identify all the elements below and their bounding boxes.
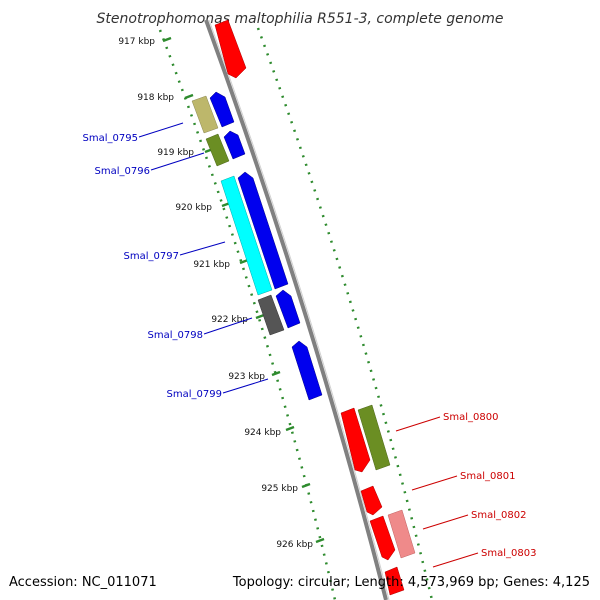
gene-arrow-red[interactable] <box>384 566 405 596</box>
gene-rect-khaki[interactable] <box>191 95 219 134</box>
kbp-label: 926 kbp <box>276 540 313 550</box>
gene-arrow-blue[interactable] <box>223 130 246 160</box>
kbp-label: 920 kbp <box>175 203 212 213</box>
kbp-label: 917 kbp <box>118 37 155 47</box>
gene-features <box>191 19 416 596</box>
kbp-label: 925 kbp <box>261 484 298 494</box>
gene-label[interactable]: Smal_0801 <box>460 471 515 482</box>
gene-label[interactable]: Smal_0800 <box>443 412 498 423</box>
gene-arrow-red[interactable] <box>369 515 396 561</box>
gene-label[interactable]: Smal_0798 <box>148 330 203 341</box>
gene-label[interactable]: Smal_0796 <box>95 166 150 177</box>
gene-label[interactable]: Smal_0795 <box>83 133 138 144</box>
leader-lines <box>138 122 479 568</box>
gene-label[interactable]: Smal_0802 <box>471 510 526 521</box>
genome-backbone <box>204 19 388 600</box>
gene-rect-gray[interactable] <box>257 294 285 336</box>
gene-rect-lightred[interactable] <box>387 509 416 559</box>
kbp-label: 923 kbp <box>228 372 265 382</box>
map-title: Stenotrophomonas maltophilia R551-3, com… <box>97 11 504 27</box>
gene-arrow-red[interactable] <box>360 485 383 516</box>
gene-arrow-blue[interactable] <box>237 171 289 290</box>
gene-label[interactable]: Smal_0799 <box>167 389 222 400</box>
gene-rect-olive[interactable] <box>205 133 230 167</box>
gene-rect-olive[interactable] <box>357 404 391 471</box>
accession-text: Accession: NC_011071 <box>9 575 157 590</box>
gene-arrow-blue[interactable] <box>291 340 323 401</box>
gene-arrow-blue[interactable] <box>209 91 235 128</box>
kbp-label: 922 kbp <box>211 315 248 325</box>
kbp-label: 918 kbp <box>137 93 174 103</box>
major-ticks <box>162 36 325 544</box>
kbp-label: 921 kbp <box>193 260 230 270</box>
gene-rect-cyan[interactable] <box>220 175 273 296</box>
gene-label[interactable]: Smal_0797 <box>124 251 179 262</box>
gene-arrow-blue[interactable] <box>275 289 301 329</box>
kbp-label: 919 kbp <box>157 148 194 158</box>
kbp-label: 924 kbp <box>244 428 281 438</box>
genome-backbone-shade <box>208 19 390 600</box>
genome-summary-text: Topology: circular; Length: 4,573,969 bp… <box>232 575 590 590</box>
gene-arrow-red[interactable] <box>214 19 247 79</box>
gene-label[interactable]: Smal_0803 <box>481 548 536 559</box>
gene-arrow-red[interactable] <box>340 407 371 473</box>
